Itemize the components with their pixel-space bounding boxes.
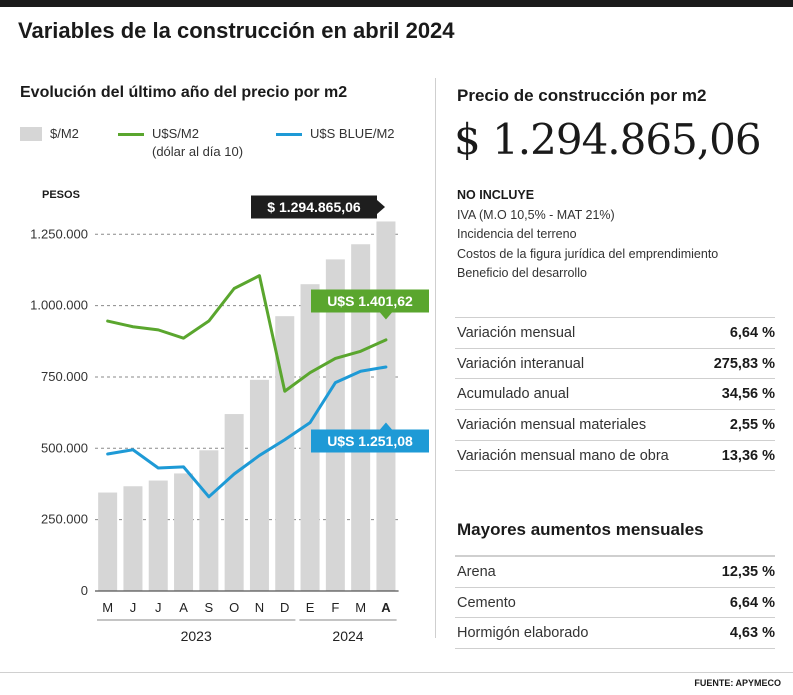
x-tick-label: N — [255, 600, 264, 615]
blue-callout-pointer — [379, 422, 392, 430]
x-tick-label: A — [381, 600, 391, 615]
stat-value: 2,55 % — [729, 417, 775, 434]
price-value: $ 1.294.865,06 — [454, 115, 762, 164]
y-tick-label: 1.250.000 — [30, 226, 88, 241]
x-tick-label: A — [179, 600, 188, 615]
legend-usd-swatch — [118, 133, 144, 136]
stat-row: Variación mensual materiales 2,55 % — [455, 410, 775, 441]
y-tick-label: 750.000 — [41, 369, 88, 384]
stat-value: 34,56 % — [721, 386, 775, 403]
blue-callout-label: U$S 1.251,08 — [327, 433, 413, 449]
top-bar — [0, 0, 793, 7]
x-tick-label: O — [229, 600, 239, 615]
stat-row: Acumulado anual 34,56 % — [455, 379, 775, 411]
chart-subtitle: Evolución del último año del precio por … — [20, 84, 348, 101]
legend-label-pesos: $/M2 — [50, 126, 79, 141]
excludes-block: NO INCLUYE IVA (M.O 10,5% - MAT 21%) Inc… — [457, 186, 718, 284]
legend-label-usd: U$S/M2 — [152, 126, 199, 141]
increase-row: Hormigón elaborado 4,63 % — [455, 618, 775, 650]
stat-value: 6,64 % — [729, 325, 775, 341]
stat-row: Variación mensual 6,64 % — [455, 317, 775, 349]
excludes-item: Beneficio del desarrollo — [457, 266, 587, 280]
price-chart: PESOS 0 250.000 500.000 750.000 1.000.000 1.25… — [30, 189, 429, 644]
x-tick-label: J — [130, 600, 137, 615]
year-label: 2024 — [332, 628, 363, 644]
stat-label: Variación mensual — [457, 325, 576, 341]
excludes-heading: NO INCLUYE — [457, 188, 535, 202]
bar — [275, 316, 295, 591]
stat-row: Variación interanual 275,83 % — [455, 349, 775, 380]
blue-line — [106, 365, 388, 499]
x-tick-label: D — [280, 600, 289, 615]
increases-table: Arena 12,35 % Cemento 6,64 % Hormigón el… — [455, 555, 775, 650]
bar — [249, 379, 269, 591]
chart-legend: $/M2 U$S/M2 (dólar al día 10) U$S BLUE/M… — [20, 126, 440, 166]
increase-label: Arena — [457, 564, 496, 580]
excludes-item: IVA (M.O 10,5% - MAT 21%) — [457, 207, 615, 222]
y-tick-label: 250.000 — [41, 512, 88, 527]
stats-table: Variación mensual 6,64 % Variación inter… — [455, 317, 775, 472]
price-callout-label: $ 1.294.865,06 — [267, 199, 361, 215]
bar — [351, 244, 371, 591]
stat-row: Variación mensual mano de obra 13,36 % — [455, 441, 775, 472]
bar — [123, 486, 143, 591]
x-tick-label: M — [102, 600, 113, 615]
usd-callout-label: U$S 1.401,62 — [327, 293, 413, 309]
excludes-item: Incidencia del terreno — [457, 227, 577, 241]
price-callout-pointer — [377, 200, 385, 214]
increase-label: Hormigón elaborado — [457, 625, 589, 642]
stat-label: Variación mensual materiales — [457, 417, 647, 434]
price-callout-box — [251, 195, 377, 219]
stat-value: 275,83 % — [713, 355, 775, 372]
y-tick-label: 0 — [81, 583, 88, 598]
bar — [174, 473, 194, 591]
footer-rule — [0, 672, 793, 673]
increase-value: 12,35 % — [721, 564, 775, 580]
year-label: 2023 — [181, 628, 212, 644]
x-tick-label: F — [331, 600, 339, 615]
usd-callout-pointer — [379, 312, 392, 320]
increases-title: Mayores aumentos mensuales — [457, 520, 704, 539]
increase-value: 6,64 % — [729, 594, 775, 611]
bar — [148, 480, 168, 591]
increase-label: Cemento — [457, 594, 516, 611]
stat-value: 13,36 % — [721, 447, 775, 464]
usd-line — [106, 274, 388, 393]
source-credit: FUENTE: APYMECO — [694, 678, 781, 688]
x-tick-label: M — [355, 600, 366, 615]
stat-label: Variación interanual — [457, 355, 585, 372]
bar — [376, 221, 396, 591]
legend-blue-swatch — [276, 133, 302, 136]
bar — [224, 414, 244, 591]
x-tick-label: E — [306, 600, 315, 615]
page-title: Variables de la construcción en abril 20… — [18, 18, 455, 43]
y-tick-label: 500.000 — [41, 440, 88, 455]
x-tick-label: S — [205, 600, 214, 615]
price-section-title: Precio de construcción por m2 — [457, 86, 707, 105]
increase-row: Cemento 6,64 % — [455, 588, 775, 619]
bar — [300, 284, 320, 591]
usd-callout-box — [311, 289, 429, 313]
bar — [325, 259, 345, 591]
legend-label-blue: U$S BLUE/M2 — [310, 126, 395, 141]
y-tick-label: 1.000.000 — [30, 298, 88, 313]
legend-bar-swatch — [20, 127, 42, 141]
stat-label: Variación mensual mano de obra — [457, 447, 669, 464]
bar — [98, 492, 118, 591]
excludes-item: Costos de la figura jurídica del emprend… — [457, 246, 719, 261]
legend-note-usd: (dólar al día 10) — [152, 144, 244, 159]
bar — [199, 450, 219, 591]
x-tick-label: J — [155, 600, 162, 615]
y-unit-label: PESOS — [42, 189, 80, 201]
blue-callout-box — [311, 429, 429, 453]
column-divider — [435, 78, 436, 638]
stat-label: Acumulado anual — [457, 386, 570, 403]
increase-value: 4,63 % — [729, 625, 775, 642]
increase-row: Arena 12,35 % — [455, 556, 775, 588]
